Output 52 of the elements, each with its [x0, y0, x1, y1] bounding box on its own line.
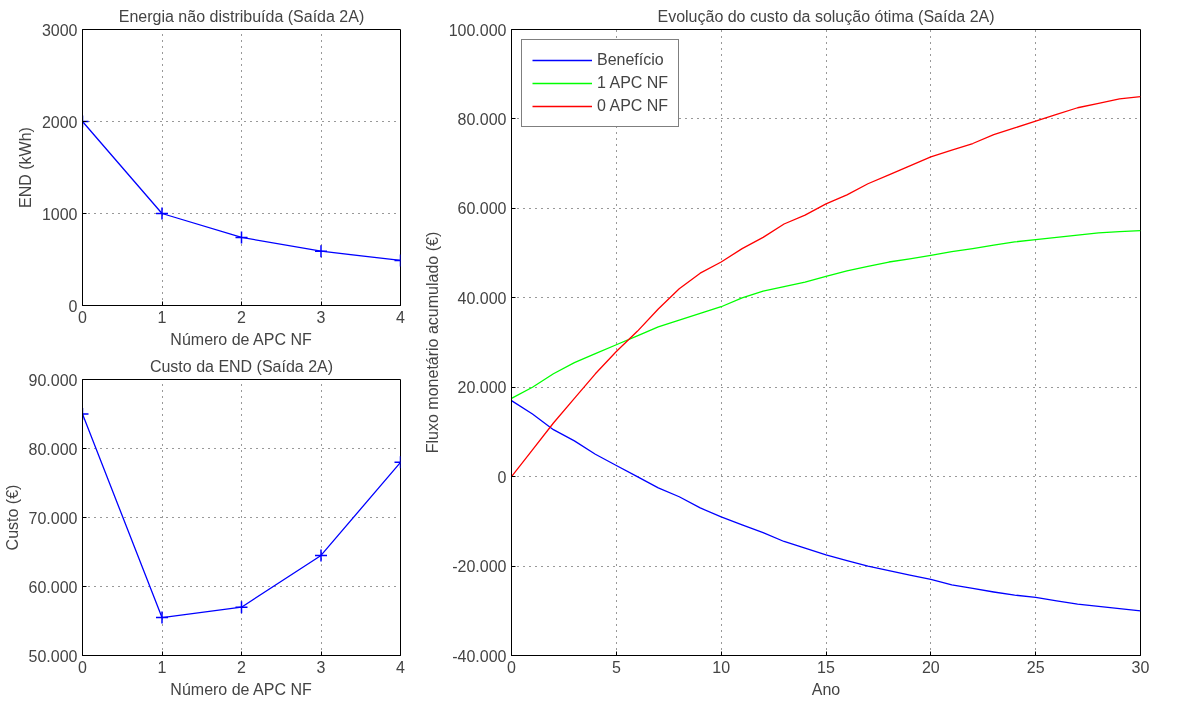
chart-title: Custo da END (Saída 2A)	[149, 357, 334, 375]
y-tick-label: 50.000	[28, 647, 78, 665]
y-axis-title: Fluxo monetário acumulado (€)	[423, 231, 441, 454]
y-tick-label: 80.000	[28, 440, 78, 458]
x-tick-label: 1	[157, 658, 167, 676]
y-tick-label: 2000	[41, 113, 78, 131]
chart-title: Evolução do custo da solução ótima (Saída 2A)	[657, 7, 995, 25]
y-axis-title: Custo (€)	[3, 484, 21, 551]
y-tick-label: 80.000	[457, 110, 507, 128]
x-axis-title: Ano	[811, 680, 841, 698]
point	[314, 548, 328, 563]
x-axis-title: Número de APC NF	[170, 330, 312, 348]
y-tick-label: 70.000	[28, 509, 78, 527]
x-tick-label: 30	[1131, 658, 1150, 676]
line-series	[511, 230, 1141, 400]
x-tick-label: 4	[396, 658, 406, 676]
x-tick-label: 2	[237, 658, 247, 676]
y-tick-label: 100.000	[448, 21, 507, 39]
y-tick-label: -40.000	[452, 647, 507, 665]
point	[155, 610, 169, 625]
x-tick-label: 10	[712, 658, 731, 676]
legend-label: 1 APC NF	[597, 74, 669, 92]
line-series	[511, 399, 1141, 612]
chart-title: Energia não distribuída (Saída 2A)	[118, 7, 365, 25]
y-tick-label: 0	[68, 297, 78, 315]
point	[314, 244, 328, 258]
legend-label: 0 APC NF	[597, 97, 669, 115]
point	[234, 600, 249, 614]
y-tick-label: -20.000	[452, 558, 507, 576]
x-tick-label: 15	[817, 658, 835, 676]
x-tick-label: 25	[1026, 658, 1045, 676]
point	[234, 230, 249, 245]
line-series	[511, 95, 1141, 478]
x-tick-label: 3	[316, 658, 326, 676]
x-tick-label: 20	[921, 658, 940, 676]
y-tick-label: 90.000	[28, 371, 78, 389]
point	[155, 206, 169, 221]
y-tick-label: 1000	[41, 205, 78, 223]
y-tick-label: 3000	[41, 21, 78, 39]
y-tick-label: 40.000	[457, 289, 507, 307]
y-axis-title: END (kWh)	[16, 127, 34, 208]
x-tick-label: 3	[316, 308, 326, 326]
y-tick-label: 0	[497, 468, 507, 486]
x-axis-title: Número de APC NF	[170, 680, 312, 698]
legend-label: Benefício	[597, 51, 664, 69]
x-tick-label: 5	[611, 658, 621, 676]
y-tick-label: 60.000	[28, 578, 78, 596]
y-tick-label: 20.000	[457, 379, 507, 397]
x-tick-label: 1	[157, 308, 167, 326]
y-tick-label: 60.000	[457, 200, 507, 218]
x-tick-label: 2	[237, 308, 247, 326]
x-tick-label: 4	[396, 308, 406, 326]
